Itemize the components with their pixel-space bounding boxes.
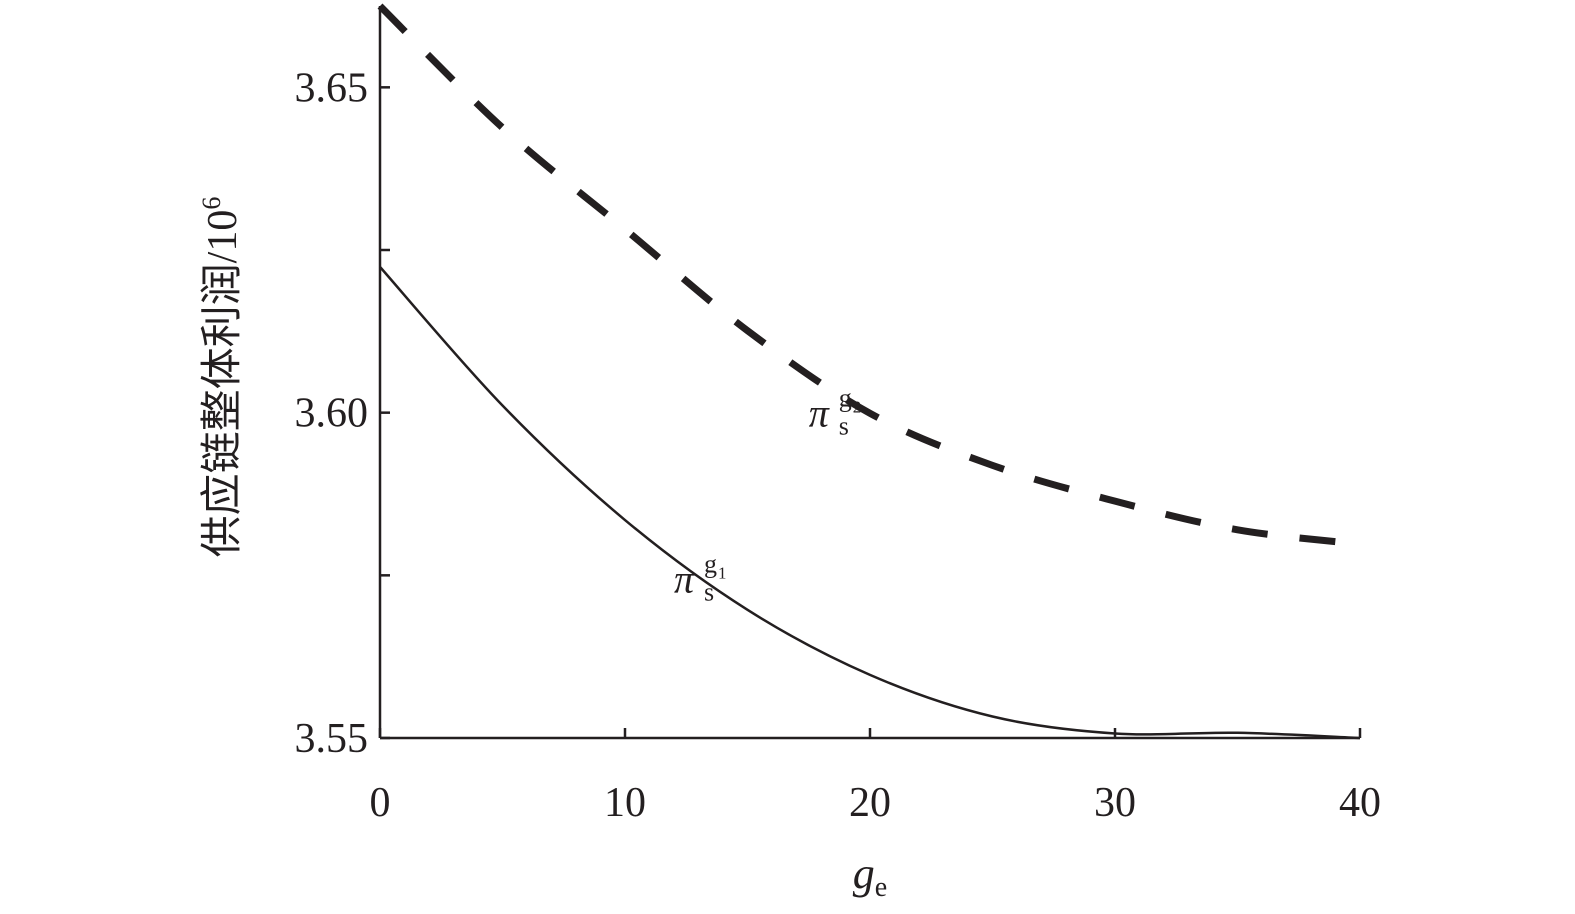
series-label-2: π sg 2 — [809, 383, 862, 440]
x-tick-label: 10 — [604, 780, 646, 826]
x-axis-title: ge — [853, 849, 887, 903]
x-tick-label: 30 — [1094, 780, 1136, 826]
x-axis-ticks: 0 10 20 30 40 — [370, 728, 1381, 826]
x-tick-label: 40 — [1339, 780, 1381, 826]
series-label-superscript-index: 2 — [853, 397, 862, 416]
series-label-symbol: π — [809, 390, 830, 435]
series-label-subscript: s — [839, 411, 849, 440]
x-tick-label: 20 — [849, 780, 891, 826]
series-label-1: π sg 1 — [674, 549, 727, 606]
series-label-superscript-index: 1 — [718, 563, 727, 582]
series-layer — [377, 3, 1361, 740]
series-line-1 — [379, 266, 1361, 740]
plot-area: 0 10 20 30 40 3.553.603.65 π sg 1π sg 2 — [295, 3, 1381, 826]
x-axis-title-subscript: e — [875, 872, 887, 903]
y-axis-title: 供应链整体利润/106 — [197, 197, 246, 558]
x-tick-label: 0 — [370, 780, 391, 826]
series-label-symbol: π — [674, 556, 695, 601]
x-axis-title-symbol: g — [853, 849, 875, 898]
series-label-subscript: s — [704, 577, 714, 606]
y-tick-label: 3.60 — [295, 391, 369, 437]
y-tick-label: 3.55 — [295, 716, 369, 762]
y-tick-label: 3.65 — [295, 65, 369, 111]
series-labels: π sg 1π sg 2 — [674, 383, 861, 606]
y-axis-title-text: 供应链整体利润/10 — [199, 210, 246, 558]
y-axis-title-exponent: 6 — [197, 197, 226, 210]
series-label-superscript: g — [839, 383, 852, 412]
series-label-superscript: g — [704, 549, 717, 578]
y-axis-ticks: 3.55 3.60 3.65 — [295, 65, 390, 762]
series-line-2 — [377, 3, 1361, 548]
